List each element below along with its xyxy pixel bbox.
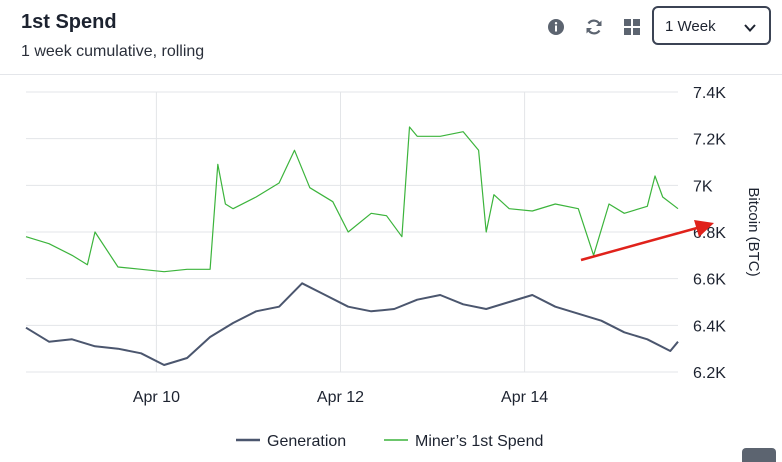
y-tick-label: 7.4K [693,85,726,102]
series-line-generation [25,282,679,366]
arrow-shaft [580,226,698,262]
series-lines [25,126,679,366]
chevron-down-icon [744,24,756,32]
chart-subtitle: 1 week cumulative, rolling [21,43,205,60]
y-tick-label: 7.2K [693,132,726,149]
x-tick-labels: Apr 10 Apr 12 Apr 14 [133,389,548,406]
grid-icon[interactable] [621,16,643,38]
x-tick-label: Apr 12 [317,389,364,406]
range-select[interactable]: 1 Week [652,6,771,45]
chart-title: 1st Spend [21,11,117,33]
y-tick-label: 6.2K [693,365,726,382]
range-select-value: 1 Week [665,18,716,35]
legend-label[interactable]: Generation [267,433,346,450]
refresh-icon[interactable] [583,16,605,38]
legend-label[interactable]: Miner’s 1st Spend [415,433,543,450]
chart-panel: 6.2K 6.4K 6.6K 6.8K 7K 7.2K 7.4K Apr 10 Apr 12 A… [0,75,782,455]
legend: Generation Miner’s 1st Spend [236,433,543,450]
info-icon[interactable] [545,16,567,38]
y-tick-label: 7K [693,178,713,195]
card-header: 1st Spend 1 week cumulative, rolling 1 W… [0,0,782,75]
y-tick-label: 6.4K [693,318,726,335]
series-line-first-spend [25,126,679,273]
scroll-top-button[interactable] [742,448,776,462]
arrow-annotation [580,220,714,262]
y-tick-label: 6.6K [693,272,726,289]
y-axis-label: Bitcoin (BTC) [745,187,762,276]
grid-lines [26,91,678,373]
arrow-head [694,220,714,237]
x-tick-label: Apr 10 [133,389,180,406]
x-tick-label: Apr 14 [501,389,548,406]
